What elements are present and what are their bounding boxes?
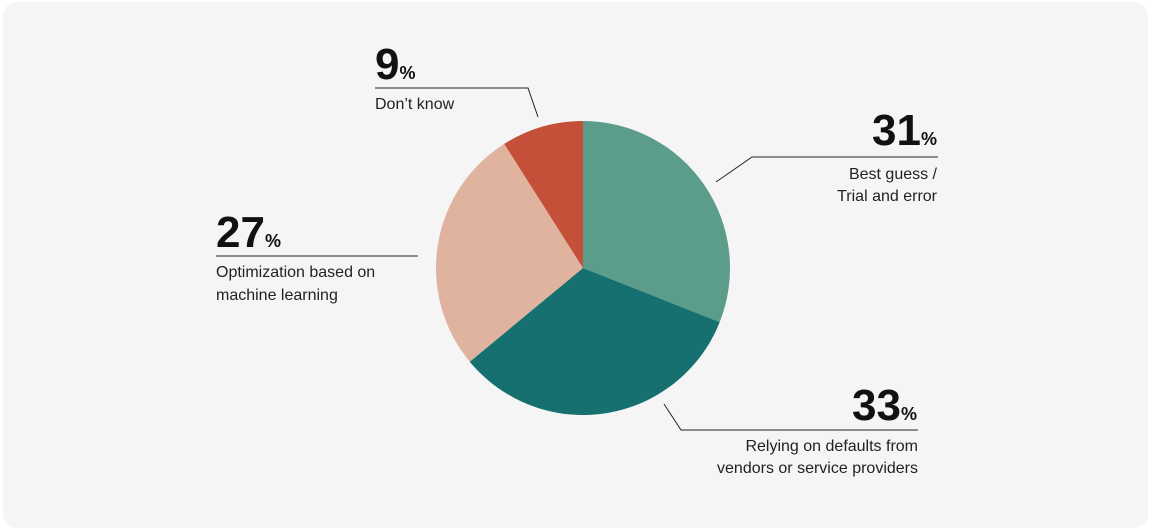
leader-line bbox=[663, 403, 918, 431]
slice-category-label: Don’t know bbox=[375, 96, 455, 113]
slice-category-label: Trial and error bbox=[837, 188, 938, 205]
pie-slice bbox=[504, 121, 583, 268]
slice-category-label: Optimization based on bbox=[216, 264, 375, 281]
slice-category-label: machine learning bbox=[216, 287, 338, 304]
pie-slice bbox=[469, 268, 720, 416]
slice-percent-label: 27% bbox=[216, 208, 281, 257]
leader-line bbox=[375, 87, 539, 118]
slice-category-label: vendors or service providers bbox=[717, 460, 918, 477]
pie-slice bbox=[435, 143, 583, 362]
slice-category-label: Relying on defaults from bbox=[745, 438, 918, 455]
leader-line bbox=[715, 156, 938, 183]
slice-percent-label: 9% bbox=[375, 40, 416, 89]
pie-slice bbox=[583, 121, 731, 323]
slice-category-label: Best guess / bbox=[849, 166, 938, 183]
slice-percent-label: 33% bbox=[852, 381, 917, 430]
slice-percent-label: 31% bbox=[872, 106, 937, 155]
